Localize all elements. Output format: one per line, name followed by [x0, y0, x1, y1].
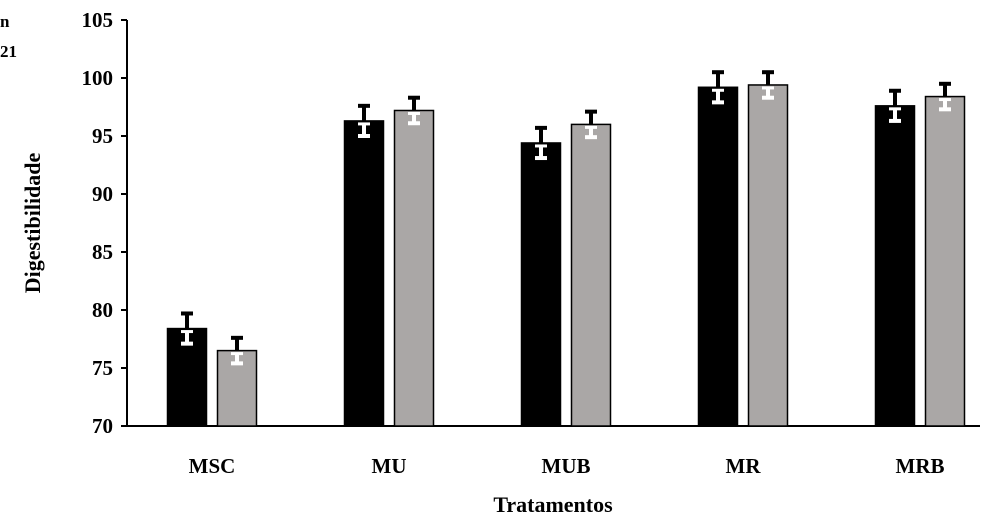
x-tick-label: MUB	[542, 454, 591, 478]
x-tick-label: MU	[372, 454, 407, 478]
y-tick-label: 75	[92, 356, 113, 380]
bar-mr-series-1	[697, 86, 739, 427]
y-tick-label: 85	[92, 240, 113, 264]
bar-mub-series-2	[570, 123, 612, 427]
bar-mu-series-2	[393, 109, 435, 427]
y-tick-label: 80	[92, 298, 113, 322]
x-tick-label: MRB	[896, 454, 945, 478]
bar-mub-series-1	[520, 142, 562, 427]
edge-fragment-bottom: 21	[0, 42, 17, 61]
y-axis-ticks: 70 75 80 85 90 95 100 105	[82, 8, 127, 438]
y-tick-label: 105	[82, 8, 114, 32]
y-tick-label: 90	[92, 182, 113, 206]
x-tick-label: MSC	[189, 454, 236, 478]
y-tick-label: 100	[82, 66, 114, 90]
bar-mu-series-1	[343, 120, 385, 427]
x-axis-title: Tratamentos	[493, 492, 613, 517]
y-tick-label: 70	[92, 414, 113, 438]
y-axis-title: Digestibilidade	[20, 152, 45, 293]
bar-mr-series-2	[747, 84, 789, 427]
bar-mrb-series-2	[924, 95, 966, 427]
y-tick-label: 95	[92, 124, 113, 148]
bars-group	[166, 70, 966, 427]
bar-mrb-series-1	[874, 105, 916, 427]
x-tick-label: MR	[726, 454, 762, 478]
edge-fragment-top: n	[0, 12, 10, 31]
x-axis-tick-labels: MSC MU MUB MR MRB	[189, 454, 945, 478]
